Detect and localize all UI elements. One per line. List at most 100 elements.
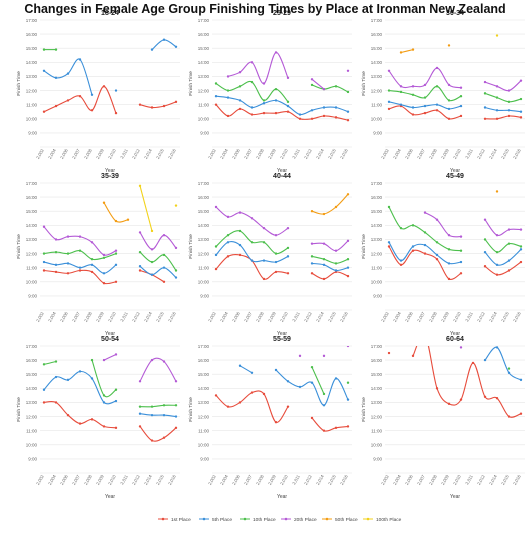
- data-point: [262, 226, 266, 230]
- data-point: [78, 266, 82, 269]
- data-point: [42, 110, 46, 113]
- x-tick-label: 2,007: [243, 473, 253, 485]
- x-axis-label: Year: [105, 168, 115, 174]
- data-point: [459, 104, 463, 108]
- chart-title: Changes in Female Age Group Finishing Ti…: [24, 2, 506, 16]
- x-tick-label: 2,004: [392, 310, 402, 322]
- x-tick-label: 2,006: [404, 147, 414, 159]
- data-point: [226, 114, 230, 118]
- data-point: [310, 272, 314, 275]
- data-point: [274, 234, 278, 237]
- x-tick-label: 2,011: [464, 147, 474, 159]
- data-point: [459, 86, 463, 89]
- series-line-10th-place: [484, 92, 522, 103]
- data-point: [507, 415, 511, 418]
- y-tick-label: 14:00: [26, 60, 38, 65]
- x-tick-label: 2,015: [500, 473, 510, 485]
- data-point: [102, 256, 106, 259]
- x-tick-label: 2,012: [476, 147, 486, 159]
- x-tick-label: 2,012: [476, 473, 486, 485]
- x-tick-label: 2,002: [207, 310, 217, 322]
- data-point: [411, 245, 415, 248]
- data-point: [495, 346, 499, 349]
- y-tick-label: 13:00: [198, 400, 210, 405]
- y-tick-label: 10:00: [198, 280, 210, 285]
- x-axis-label: Year: [105, 331, 115, 337]
- x-tick-label: 2,004: [47, 147, 57, 159]
- data-point: [483, 250, 487, 254]
- y-tick-label: 14:00: [371, 60, 383, 65]
- data-point: [435, 85, 439, 88]
- panel-title: 30-34: [446, 10, 464, 17]
- data-point: [298, 117, 302, 120]
- y-tick-label: 15:00: [371, 46, 383, 51]
- data-point: [387, 69, 391, 73]
- y-tick-label: 9:00: [200, 457, 209, 462]
- data-point: [54, 375, 58, 379]
- x-tick-label: 2,004: [47, 310, 57, 322]
- series-group: [214, 346, 350, 432]
- data-point: [138, 405, 142, 408]
- series-line-5th-place: [484, 106, 522, 113]
- x-tick-label: 2,006: [59, 147, 69, 159]
- x-tick-label: 2,009: [267, 310, 277, 322]
- data-point: [42, 69, 46, 73]
- y-tick-label: 11:00: [26, 265, 37, 270]
- data-point: [262, 277, 266, 281]
- data-point: [162, 436, 166, 439]
- data-point: [411, 354, 415, 358]
- x-tick-label: 2,011: [119, 473, 129, 485]
- data-point: [102, 358, 106, 362]
- y-tick-label: 15:00: [198, 209, 210, 214]
- x-tick-label: 2,010: [107, 473, 117, 485]
- data-point: [507, 89, 511, 92]
- y-axis-label: Finish Time: [16, 71, 22, 96]
- data-point: [310, 416, 314, 420]
- series-line-1st-place: [484, 261, 522, 276]
- x-tick-label: 2,006: [231, 310, 241, 322]
- y-tick-label: 16:00: [198, 358, 210, 363]
- data-point: [90, 258, 94, 261]
- data-point: [90, 241, 94, 244]
- data-point: [411, 48, 415, 51]
- y-tick-label: 17:00: [26, 344, 38, 349]
- series-line-5th-place: [139, 265, 177, 278]
- data-point: [250, 80, 254, 84]
- data-point: [459, 235, 463, 238]
- x-axis-label: Year: [450, 168, 460, 174]
- y-tick-label: 14:00: [26, 386, 38, 391]
- series-group: [214, 193, 350, 281]
- data-point: [174, 404, 178, 407]
- x-tick-label: 2,008: [255, 147, 265, 159]
- data-point: [399, 90, 403, 94]
- data-point: [162, 104, 166, 108]
- x-tick-label: 2,008: [428, 310, 438, 322]
- y-tick-label: 17:00: [371, 18, 383, 23]
- y-tick-label: 14:00: [26, 223, 38, 228]
- panel-title: 40-44: [273, 173, 291, 180]
- y-tick-label: 11:00: [26, 428, 37, 433]
- data-point: [519, 378, 523, 382]
- data-point: [262, 241, 266, 244]
- data-point: [387, 107, 391, 111]
- data-point: [274, 111, 278, 115]
- series-group: [42, 184, 178, 285]
- x-tick-label: 2,014: [143, 147, 153, 159]
- x-axis-label: Year: [277, 168, 287, 174]
- series-line-20th-place: [103, 353, 117, 361]
- data-point: [483, 218, 487, 221]
- x-tick-label: 2,010: [279, 147, 289, 159]
- data-point: [78, 422, 82, 425]
- x-tick-label: 2,006: [231, 147, 241, 159]
- data-point: [42, 363, 46, 366]
- data-point: [66, 262, 70, 265]
- data-point: [483, 358, 487, 362]
- x-tick-label: 2,014: [315, 310, 325, 322]
- data-point: [483, 117, 487, 120]
- y-tick-label: 10:00: [371, 280, 383, 285]
- series-line-10th-place: [139, 404, 177, 408]
- data-point: [495, 109, 499, 112]
- data-point: [226, 215, 230, 219]
- y-tick-label: 15:00: [371, 372, 383, 377]
- data-point: [483, 106, 487, 109]
